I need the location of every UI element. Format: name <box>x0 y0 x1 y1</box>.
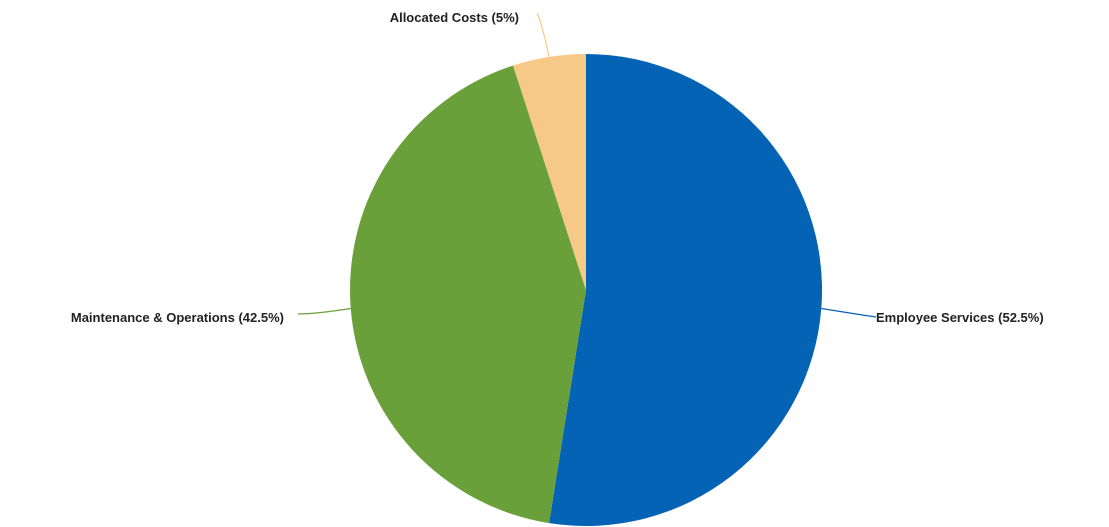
pie-slices <box>350 53 823 526</box>
leader-line-2 <box>536 12 550 58</box>
pie-slice-2 <box>513 54 586 290</box>
leader-lines <box>297 12 877 318</box>
leader-line-0 <box>821 307 877 318</box>
slice-label-1: Maintenance & Operations (42.5%) <box>71 310 284 325</box>
leader-line-1 <box>297 307 351 315</box>
pie-slice-0 <box>549 53 823 526</box>
slice-label-2: Allocated Costs (5%) <box>390 10 519 25</box>
slice-label-0: Employee Services (52.5%) <box>876 310 1044 325</box>
slice-labels: Employee Services (52.5%) Maintenance & O… <box>71 10 1044 325</box>
pie-slice-1 <box>350 65 586 524</box>
